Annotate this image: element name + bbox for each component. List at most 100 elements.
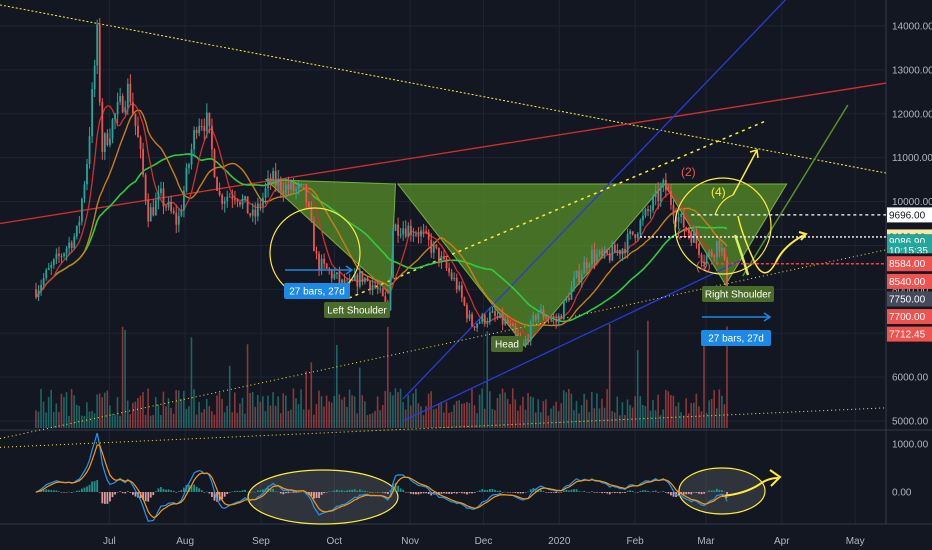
candle-body-181 [496,316,499,318]
macd-histogram-bar-185 [506,492,509,493]
candle-body-32 [116,101,119,115]
volume-bar-23 [93,413,96,428]
price-tick-label-4: 10000.00 [892,197,932,208]
volume-bar-97 [282,393,285,428]
macd-histogram-bar-209 [568,490,570,492]
macd-histogram-bar-101 [292,492,295,493]
macd-histogram-bar-164 [453,492,456,494]
candle-body-245 [659,187,662,202]
price-axis[interactable]: 14000.00 13000.00 12000.00 11000.00 10000.00… [639,22,932,428]
macd-histogram-bar-237 [639,490,642,492]
macd-histogram-bar-218 [591,491,593,492]
volume-bar-198 [540,412,542,428]
volume-bar-28 [106,390,109,428]
macd-histogram-bar-155 [430,492,433,496]
candle-body-75 [226,196,229,201]
macd-histogram-bar-16 [75,490,78,492]
volume-bar-215 [583,393,585,428]
macd-histogram-bar-198 [540,489,542,492]
price-tick-label-1: 13000.00 [892,65,932,76]
volume-bar-231 [624,414,626,428]
candle-body-143 [399,234,402,236]
candle-body-254 [682,213,685,228]
macd-histogram-bar-60 [188,485,190,492]
macd-histogram-bar-116 [330,491,333,492]
volume-bar-93 [272,392,274,428]
candle-body-134 [376,286,379,289]
volume-bar-7 [52,411,55,428]
volume-bar-61 [190,337,193,428]
price-tag-3: 10:15:35 [889,246,928,257]
candle-body-243 [654,190,657,198]
macd-histogram-bar-129 [364,490,366,492]
macd-histogram-bar-231 [624,492,626,493]
wave-label-2: (2) [681,165,696,179]
volume-bar-233 [629,404,631,428]
candle-body-250 [672,204,675,216]
price-tag-bg-0 [887,207,932,223]
volume-bar-34 [121,326,124,428]
volume-bar-126 [356,413,358,428]
macd-histogram-bar-108 [310,492,313,496]
candle-body-55 [175,212,178,225]
candle-body-148 [412,234,415,236]
volume-bar-46 [152,414,154,428]
volume-bar-230 [621,402,624,428]
candle-body-56 [177,215,180,225]
macd-histogram-bar-89 [262,489,264,492]
candle-body-267 [715,240,718,257]
candle-body-81 [241,199,244,205]
volume-bar-43 [144,414,147,428]
macd-histogram-bar-204 [555,492,558,494]
macd-histogram-bar-52 [167,489,170,492]
candle-body-225 [608,253,611,261]
macd-histogram-bar-79 [236,490,239,492]
macd-histogram-bar-169 [466,492,468,495]
macd-histogram-bar-247 [664,492,667,493]
macd-histogram-bar-14 [70,492,73,493]
volume-bar-98 [285,395,287,428]
volume-bar-106 [305,370,307,428]
left-bar-count-label-bg [284,283,350,299]
volume-bar-144 [402,402,404,428]
volume-bar-55 [175,390,177,428]
macd-histogram-bar-94 [274,491,277,492]
macd-histogram-bar-47 [154,491,157,492]
macd-histogram-bar-2 [40,490,42,492]
candle-body-37 [129,83,132,103]
macd-histogram-bar-260 [698,492,700,494]
candle-body-175 [481,314,484,323]
macd-histogram-bar-201 [547,492,550,493]
macd-histogram-bar-217 [588,492,591,493]
macd-histogram-bar-54 [172,490,175,492]
candle-body-29 [109,138,111,145]
macd-histogram-bar-196 [534,489,537,492]
volume-bar-75 [226,405,228,428]
volume-bar-88 [259,401,262,428]
candle-body-195 [532,315,535,322]
candle-body-16 [75,225,78,237]
macd-histogram-bar-174 [478,490,481,492]
head-label: Head [495,340,519,351]
volume-bar-125 [353,396,356,428]
macd-histogram-bar-205 [557,492,560,493]
volume-bar-36 [126,400,129,428]
volume-bar-133 [374,410,376,428]
wave-label-4: (4) [711,185,726,199]
price-tick-label-2: 12000.00 [892,109,932,120]
candle-body-108 [310,207,313,222]
macd-histogram-bar-104 [300,491,303,493]
time-tick-label-8: Mar [697,536,715,547]
time-axis[interactable]: Jul Aug Sep Oct Nov Dec 2020 Feb Mar Apr May [103,536,865,547]
candle-body-57 [180,210,183,216]
candle-body-21 [88,136,91,164]
right-shoulder-label-bg [702,286,774,302]
volume-bar-252 [677,402,680,428]
volume-bar-211 [573,410,575,428]
volume-bar-176 [483,408,486,428]
volume-bar-257 [690,403,693,428]
candle-body-240 [647,209,649,212]
volume-bar-263 [705,412,708,428]
macd-histogram-bar-165 [455,492,458,494]
